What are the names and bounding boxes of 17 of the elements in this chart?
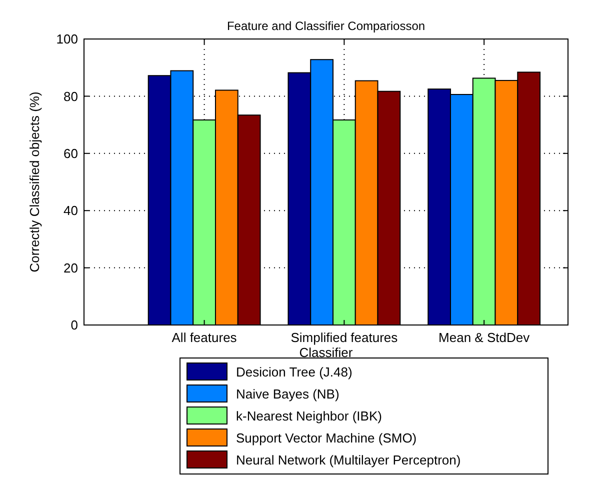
y-tick-label: 0	[70, 318, 78, 333]
legend-label: Desicion Tree (J.48)	[236, 364, 352, 380]
x-axis-title: Classifier	[299, 345, 354, 360]
y-tick-label: 40	[64, 203, 78, 218]
y-tick-label: 60	[64, 146, 78, 161]
legend-label: k-Nearest Neighbor (IBK)	[236, 408, 382, 424]
x-tick-label: All features	[172, 330, 238, 345]
y-tick-label: 100	[56, 32, 78, 47]
legend-label: Neural Network (Multilayer Perceptron)	[236, 452, 461, 468]
x-tick-label: Simplified features	[290, 330, 398, 345]
chart-title: Feature and Classifier Compariosson	[226, 19, 426, 33]
legend-label: Naive Bayes (NB)	[236, 386, 340, 402]
legend-label: Support Vector Machine (SMO)	[236, 430, 417, 446]
y-axis-title: Correctly Classified objects (%)	[27, 92, 42, 272]
y-tick-label: 80	[64, 88, 78, 104]
y-tick-label: 20	[64, 260, 78, 276]
x-tick-label: Mean & StdDev	[438, 330, 530, 345]
